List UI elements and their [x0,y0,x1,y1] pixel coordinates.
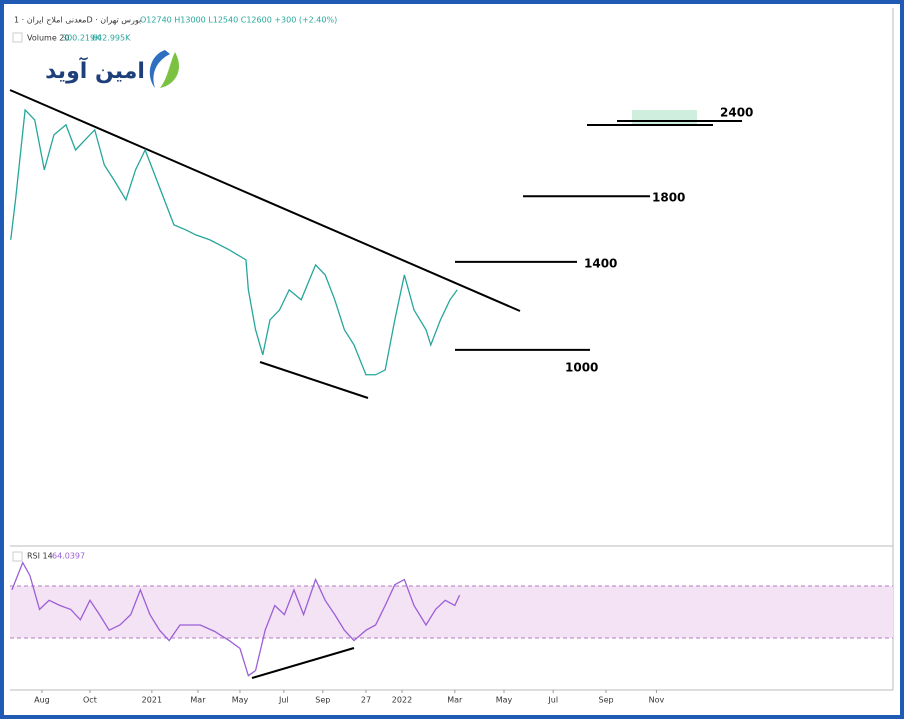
ohlc: O12740 H13000 L12540 C12600 +300 (+2.40%… [140,16,337,25]
logo-text: امین آوید [45,56,145,84]
x-tick-label: Nov [649,696,665,705]
level-label: 2400 [720,105,753,119]
level-label: 1400 [584,256,617,270]
rsi-title: RSI 14 [27,552,53,561]
collapse-button[interactable] [12,32,23,43]
x-tick-label: May [232,696,249,705]
series-line [11,561,461,677]
volume-value: 642.995K [92,34,131,43]
logo-mark [149,50,170,88]
target-zone [632,110,697,125]
trend-line [259,361,369,399]
rsi-trend-line [251,647,355,679]
trend-line [9,89,521,312]
x-tick-label: 27 [361,696,371,705]
logo-mark [160,52,180,88]
x-tick-label: 2022 [392,696,412,705]
x-tick-label: Sep [598,696,613,705]
x-tick-label: Aug [34,696,50,705]
volume-ma: 300.219K [62,34,101,43]
x-tick-label: 2021 [142,696,162,705]
x-tick-label: Jul [547,696,558,705]
x-tick-label: Oct [83,696,97,705]
rsi-band [10,586,893,638]
x-tick-label: Jul [278,696,289,705]
x-tick-label: Mar [447,696,463,705]
logo: امین آوید [45,50,180,88]
symbol-header: معدنی املاح ایران · 1D · بورس تهران [14,16,141,25]
volume-label: Volume 20 [27,34,69,43]
series-line [10,108,458,376]
x-tick-label: May [496,696,513,705]
x-tick-label: Mar [190,696,206,705]
collapse-button[interactable] [12,551,23,562]
rsi-value: 64.0397 [52,552,85,561]
level-label: 1000 [565,360,598,374]
x-tick-label: Sep [315,696,330,705]
level-label: 1800 [652,191,685,205]
